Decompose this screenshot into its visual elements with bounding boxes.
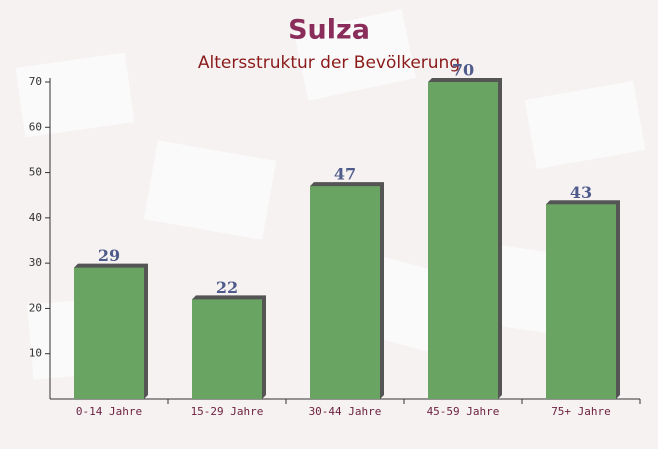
y-tick-label: 10 (29, 347, 42, 360)
bar (192, 299, 262, 399)
y-tick-label: 70 (29, 75, 42, 88)
y-tick-label: 30 (29, 256, 42, 269)
x-tick-label: 15-29 Jahre (191, 405, 264, 418)
bar (310, 186, 380, 399)
x-tick-label: 45-59 Jahre (427, 405, 500, 418)
y-tick-label: 60 (29, 120, 42, 133)
x-tick-label: 0-14 Jahre (76, 405, 142, 418)
value-label: 29 (98, 246, 120, 265)
chart-title: Sulza (288, 15, 370, 46)
value-label: 43 (570, 183, 592, 202)
value-label: 70 (452, 61, 474, 80)
x-tick-label: 30-44 Jahre (309, 405, 382, 418)
bar (74, 267, 144, 399)
value-label: 47 (334, 165, 356, 184)
y-tick-label: 50 (29, 166, 42, 179)
y-tick-label: 40 (29, 211, 42, 224)
value-label: 22 (216, 278, 238, 297)
chart-subtitle: Altersstruktur der Bevölkerung (198, 53, 460, 73)
bar (428, 82, 498, 399)
y-tick-label: 20 (29, 301, 42, 314)
x-tick-label: 75+ Jahre (551, 405, 611, 418)
bar (546, 204, 616, 399)
